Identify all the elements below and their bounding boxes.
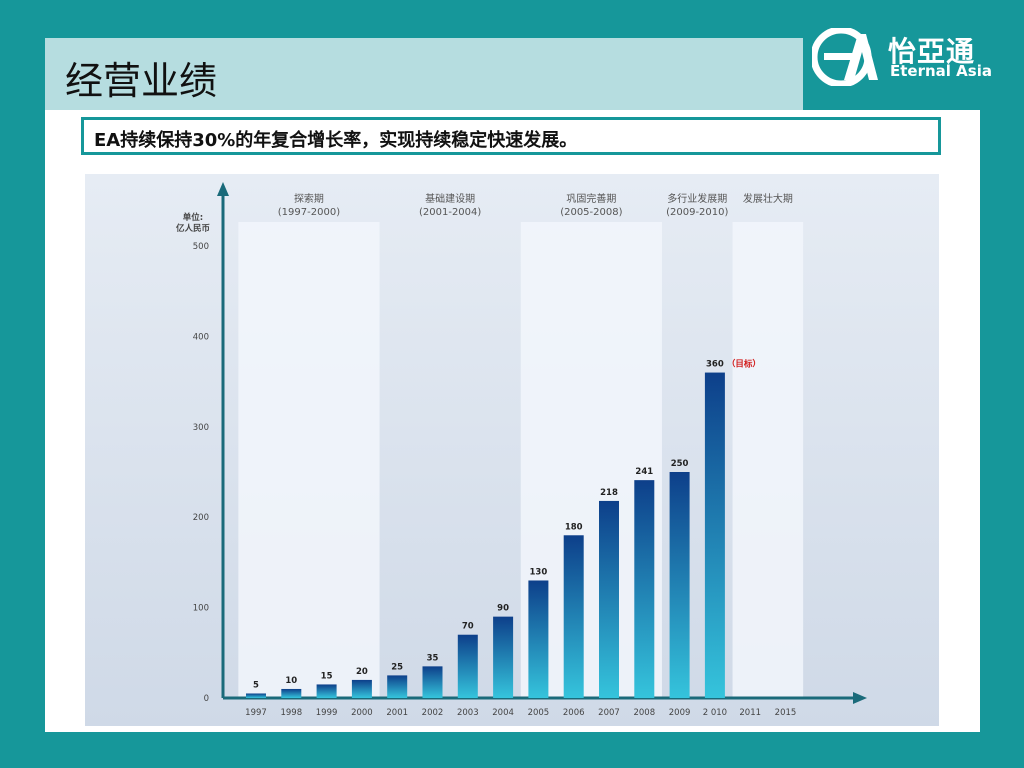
- bar-value-label: 5: [253, 680, 259, 690]
- logo-english-text: Eternal Asia: [890, 62, 992, 80]
- x-tick-label: 1998: [280, 708, 302, 718]
- x-tick-label: 2003: [457, 708, 479, 718]
- x-tick-label: 2011: [739, 708, 761, 718]
- x-tick-label: 2 010: [703, 708, 727, 718]
- bar-value-label: 90: [497, 604, 509, 614]
- company-logo: 怡亞通 Eternal Asia: [812, 28, 1017, 88]
- y-tick-label: 400: [193, 332, 209, 342]
- x-tick-label: 2015: [775, 708, 797, 718]
- title-bar: 经营业绩: [45, 38, 803, 110]
- ea-logo-icon: [812, 28, 878, 86]
- x-tick-label: 2006: [563, 708, 585, 718]
- y-tick-label: 300: [193, 423, 209, 433]
- slide-content: EA持续保持30%的年复合增长率，实现持续稳定快速发展。 探索期 (1997-20…: [45, 110, 980, 732]
- logo-chinese-text: 怡亞通: [888, 35, 976, 68]
- bar-value-label: 15: [321, 671, 333, 681]
- bar: [528, 580, 549, 698]
- bar-value-label: 360: [706, 360, 724, 370]
- bar-value-label: 20: [356, 667, 368, 677]
- bar: [281, 688, 302, 698]
- phase-band: [732, 222, 804, 698]
- target-note-label: （目标）: [727, 359, 761, 370]
- phase-label: 多行业发展期: [667, 192, 727, 205]
- phase-label: 巩固完善期: [566, 192, 616, 205]
- highlight-text: EA持续保持30%的年复合增长率，实现持续稳定快速发展。: [94, 130, 578, 151]
- x-tick-label: 2004: [492, 708, 514, 718]
- x-tick-label: 2001: [386, 708, 408, 718]
- highlight-box: EA持续保持30%的年复合增长率，实现持续稳定快速发展。: [81, 117, 941, 155]
- bar: [563, 535, 584, 698]
- y-tick-label: 500: [193, 242, 209, 252]
- y-axis-unit-label: 单位:: [183, 212, 203, 223]
- x-tick-label: 2000: [351, 708, 373, 718]
- bar: [669, 472, 690, 698]
- bar-value-label: 218: [600, 488, 618, 498]
- phase-label: 基础建设期: [425, 192, 475, 205]
- bar: [246, 693, 266, 698]
- x-tick-label: 1999: [316, 708, 338, 718]
- bar: [634, 480, 655, 698]
- bar: [422, 666, 443, 698]
- bar-value-label: 250: [671, 459, 689, 469]
- phase-range-label: (2009-2010): [666, 207, 728, 218]
- x-tick-label: 1997: [245, 708, 267, 718]
- x-tick-label: 2005: [528, 708, 550, 718]
- bar-value-label: 35: [427, 653, 439, 663]
- x-tick-label: 2008: [633, 708, 655, 718]
- phase-range-label: (2001-2004): [419, 207, 481, 218]
- phase-band: [238, 222, 380, 698]
- bar-value-label: 180: [565, 522, 583, 532]
- bar: [351, 679, 372, 698]
- phase-range-label: (1997-2000): [278, 207, 340, 218]
- bar-value-label: 70: [462, 622, 474, 632]
- bar-value-label: 25: [391, 662, 403, 672]
- x-axis-arrow: [853, 692, 867, 704]
- revenue-chart: 探索期 (1997-2000) 基础建设期 (2001-2004) 巩固完善期 (2005…: [85, 174, 939, 726]
- bar-value-label: 130: [530, 567, 548, 577]
- phase-range-label: (2005-2008): [560, 207, 622, 218]
- phase-label: 发展壮大期: [743, 192, 793, 205]
- x-tick-label: 2002: [422, 708, 444, 718]
- bar-value-label: 10: [285, 676, 297, 686]
- y-tick-label: 100: [193, 604, 209, 614]
- bar: [704, 372, 725, 698]
- bar: [493, 616, 514, 698]
- bar: [599, 500, 619, 698]
- bar: [316, 684, 337, 698]
- phase-label: 探索期: [294, 192, 324, 205]
- y-axis-unit-label: 亿人民币: [176, 223, 211, 234]
- revenue-bar-chart: 探索期 (1997-2000) 基础建设期 (2001-2004) 巩固完善期 (2005…: [85, 174, 939, 726]
- y-tick-label: 0: [204, 694, 209, 704]
- bar: [457, 634, 478, 698]
- x-tick-label: 2009: [669, 708, 691, 718]
- bar: [387, 675, 408, 698]
- bar-value-label: 241: [635, 467, 653, 477]
- page-title: 经营业绩: [65, 59, 218, 103]
- y-axis-arrow: [217, 182, 229, 196]
- y-tick-label: 200: [193, 513, 209, 523]
- x-tick-label: 2007: [598, 708, 620, 718]
